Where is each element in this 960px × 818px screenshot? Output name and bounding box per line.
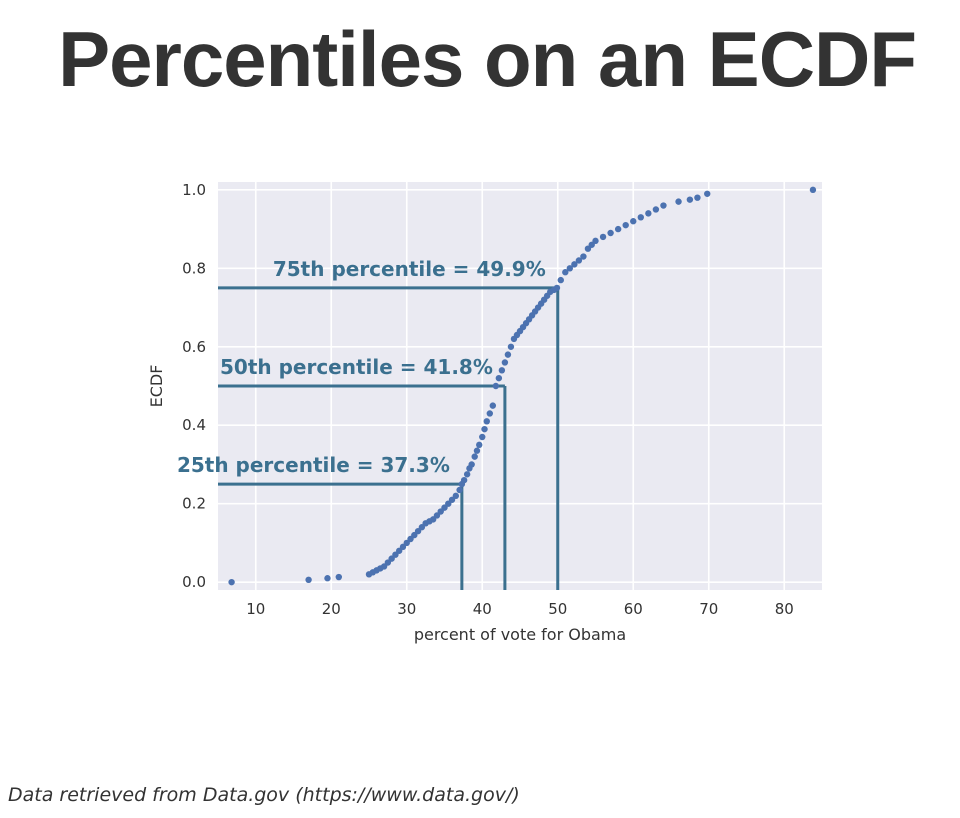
x-tick-label: 70: [699, 600, 718, 618]
data-point: [507, 343, 515, 350]
y-tick-label: 0.6: [182, 338, 206, 356]
source-note: Data retrieved from Data.gov (https://ww…: [8, 784, 520, 806]
x-tick-label: 10: [246, 600, 265, 618]
y-tick-label: 0.8: [182, 259, 206, 277]
data-point: [476, 441, 483, 449]
x-tick-label: 50: [548, 600, 567, 618]
slide-title: Percentiles on an ECDF: [58, 15, 917, 103]
data-point: [630, 218, 637, 225]
axis-ticks: 10 20 30 40 50 60 70 80 0.0 0.2 0.4 0.6 0.8 1.0: [182, 181, 794, 618]
y-axis-label: ECDF: [147, 365, 166, 408]
data-point: [694, 194, 701, 201]
y-tick-label: 0.4: [182, 416, 206, 434]
data-point: [504, 351, 512, 358]
data-point: [575, 257, 583, 264]
x-tick-label: 40: [473, 600, 492, 618]
data-point: [479, 433, 486, 441]
data-point: [592, 237, 599, 245]
data-point: [492, 382, 500, 390]
data-points: [228, 186, 817, 586]
data-point: [335, 573, 342, 581]
data-point: [557, 276, 564, 284]
data-point: [599, 233, 607, 241]
data-point: [228, 578, 235, 586]
data-point: [645, 210, 652, 217]
x-axis-label: percent of vote for Obama: [414, 625, 626, 644]
x-tick-label: 60: [624, 600, 643, 618]
data-point: [452, 492, 460, 500]
data-point: [652, 206, 660, 213]
data-point: [614, 225, 622, 233]
percentile-label: 25th percentile = 37.3%: [177, 453, 450, 477]
data-point: [305, 576, 312, 583]
data-point: [622, 221, 629, 229]
x-tick-label: 30: [397, 600, 416, 618]
data-point: [675, 198, 682, 205]
data-point: [566, 265, 574, 272]
data-point: [495, 374, 503, 382]
data-point: [473, 447, 481, 454]
y-tick-label: 0.2: [182, 495, 206, 513]
percentile-label: 75th percentile = 49.9%: [273, 257, 546, 281]
y-tick-label: 1.0: [182, 181, 206, 199]
data-point: [489, 402, 497, 409]
data-point: [324, 575, 331, 582]
data-point: [809, 186, 817, 194]
grid-lines: [218, 182, 822, 590]
percentile-label: 50th percentile = 41.8%: [220, 355, 493, 379]
data-point: [607, 229, 614, 237]
data-point: [483, 418, 490, 425]
data-point: [460, 476, 468, 484]
data-point: [553, 284, 561, 292]
data-point: [468, 461, 475, 468]
data-point: [580, 253, 587, 260]
data-point: [562, 269, 569, 276]
data-point: [501, 359, 509, 366]
data-point: [637, 214, 644, 221]
percentile-annotations: 75th percentile = 49.9% 50th percentile =…: [177, 257, 560, 590]
y-tick-label: 0.0: [182, 573, 206, 591]
data-point: [704, 190, 711, 197]
data-point: [498, 367, 506, 374]
data-point: [471, 453, 478, 460]
data-point: [486, 410, 493, 417]
x-tick-label: 80: [775, 600, 794, 618]
x-tick-label: 20: [322, 600, 341, 618]
data-point: [463, 471, 471, 478]
data-point: [571, 261, 578, 268]
data-point: [481, 425, 488, 433]
data-point: [686, 196, 694, 203]
data-point: [660, 202, 667, 209]
data-point: [456, 486, 463, 494]
